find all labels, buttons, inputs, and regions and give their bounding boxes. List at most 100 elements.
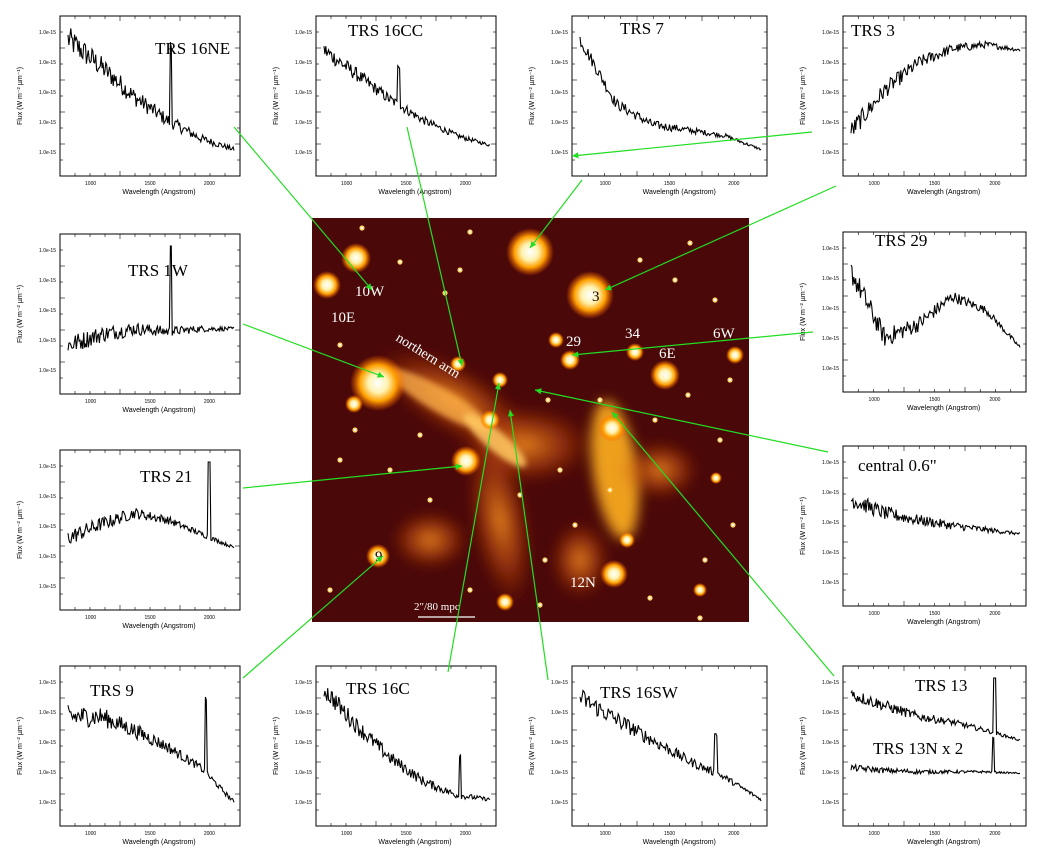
faint-star-core <box>428 498 432 502</box>
x-axis-label: Wavelength (Angstrom) <box>378 839 451 846</box>
arrowhead <box>494 383 501 390</box>
y-tick-label: 1.0e-15 <box>39 60 56 66</box>
x-tick-label: 1500 <box>929 181 940 187</box>
x-axis-label: Wavelength (Angstrom) <box>122 839 195 846</box>
panel-title-secondary: TRS 13N x 2 <box>873 739 963 758</box>
panel-title: central 0.6" <box>858 456 937 475</box>
y-tick-label: 1.0e-15 <box>822 246 839 252</box>
x-tick-label: 2000 <box>989 181 1000 187</box>
panel-title: TRS 3 <box>851 21 895 40</box>
source-label-9: 9 <box>375 549 383 565</box>
x-axis-label: Wavelength (Angstrom) <box>643 189 716 196</box>
x-tick-label: 1500 <box>400 831 411 837</box>
y-tick-label: 1.0e-15 <box>822 306 839 312</box>
arrowhead <box>507 410 514 417</box>
source-blob <box>710 472 722 484</box>
x-tick-label: 1000 <box>85 831 96 837</box>
source-blob <box>313 271 341 299</box>
x-tick-label: 1000 <box>341 181 352 187</box>
connector-line <box>509 409 549 681</box>
x-tick-label: 1000 <box>600 831 611 837</box>
y-tick-label: 1.0e-15 <box>822 276 839 282</box>
y-tick-label: 1.0e-15 <box>551 120 568 126</box>
faint-star-core <box>731 523 735 527</box>
source-label-12n: 12N <box>570 575 596 591</box>
faint-star-core <box>458 268 462 272</box>
panel-title: TRS 1W <box>128 261 189 280</box>
x-tick-label: 1500 <box>929 611 940 617</box>
y-tick-label: 1.0e-15 <box>551 800 568 806</box>
source-label-34: 34 <box>625 326 641 342</box>
spectrum-panel: 1000 1500 2000 1.0e-15 1.0e-15 1.0e-15 1.0e-15… <box>273 15 497 196</box>
spectrum-panel: 1000 1500 2000 1.0e-15 1.0e-15 1.0e-15 1.0e-15… <box>529 665 768 846</box>
y-axis-label: Flux (W m⁻² µm⁻¹) <box>17 501 24 559</box>
faint-star-core <box>338 458 342 462</box>
panel-frame <box>842 15 1027 177</box>
y-tick-label: 1.0e-15 <box>822 800 839 806</box>
y-tick-label: 1.0e-15 <box>39 770 56 776</box>
y-tick-label: 1.0e-15 <box>822 120 839 126</box>
panel-title: TRS 16SW <box>600 683 679 702</box>
arrowhead <box>612 412 619 419</box>
spectrum-line <box>850 264 1021 348</box>
spectrum-panel: 1000 1500 2000 1.0e-15 1.0e-15 1.0e-15 1.0e-15… <box>17 15 241 196</box>
connector-line <box>406 126 463 367</box>
faint-star-core <box>558 468 562 472</box>
source-blob <box>726 346 744 364</box>
faint-star-core <box>698 616 702 620</box>
spectrum-panel: 1000 1500 2000 1.0e-15 1.0e-15 1.0e-15 1.0e-15… <box>17 233 241 414</box>
x-tick-label: 1000 <box>869 181 880 187</box>
x-axis-label: Wavelength (Angstrom) <box>643 839 716 846</box>
spectrum-line <box>579 689 762 802</box>
y-tick-label: 1.0e-15 <box>295 150 312 156</box>
connector-line <box>529 179 583 249</box>
faint-star-core <box>418 433 422 437</box>
arrowhead <box>377 371 384 378</box>
source-blob <box>650 360 680 390</box>
spectrum-panel: 1000 1500 2000 1.0e-15 1.0e-15 1.0e-15 1.0e-15… <box>800 445 1027 626</box>
faint-star-core <box>573 523 577 527</box>
connector-line <box>611 411 835 677</box>
faint-star-core <box>546 398 550 402</box>
faint-star-core <box>538 603 542 607</box>
x-tick-label: 1000 <box>85 181 96 187</box>
connector-line <box>242 555 384 679</box>
faint-star-core <box>388 468 392 472</box>
connector-line <box>604 185 837 291</box>
x-tick-label: 1500 <box>144 615 155 621</box>
faint-star-core <box>648 596 652 600</box>
faint-star-core <box>653 418 657 422</box>
faint-star-core <box>353 428 357 432</box>
panel-title: TRS 7 <box>620 19 664 38</box>
faint-star-core <box>468 230 472 234</box>
faint-star-core <box>703 558 707 562</box>
y-tick-label: 1.0e-15 <box>39 584 56 590</box>
source-blob <box>366 544 390 568</box>
spectrum-panel: 1000 1500 2000 1.0e-15 1.0e-15 1.0e-15 1.0e-15… <box>529 15 768 196</box>
panel-title: TRS 29 <box>875 231 927 250</box>
x-tick-label: 1000 <box>85 399 96 405</box>
x-tick-label: 1500 <box>400 181 411 187</box>
arrowhead <box>605 284 612 291</box>
x-axis-label: Wavelength (Angstrom) <box>378 189 451 196</box>
y-tick-label: 1.0e-15 <box>551 90 568 96</box>
x-tick-label: 1000 <box>85 615 96 621</box>
panel-frame <box>59 233 241 395</box>
source-blob <box>506 228 554 276</box>
y-tick-label: 1.0e-15 <box>822 366 839 372</box>
source-label-6w: 6W <box>713 326 736 342</box>
connector-line <box>571 331 814 356</box>
x-tick-label: 1500 <box>929 397 940 403</box>
y-axis-label: Flux (W m⁻² µm⁻¹) <box>17 67 24 125</box>
y-tick-label: 1.0e-15 <box>822 680 839 686</box>
x-tick-label: 1000 <box>869 397 880 403</box>
x-tick-label: 2000 <box>204 399 215 405</box>
y-axis-label: Flux (W m⁻² µm⁻¹) <box>273 67 280 125</box>
y-axis-label: Flux (W m⁻² µm⁻¹) <box>273 717 280 775</box>
x-axis-label: Wavelength (Angstrom) <box>122 407 195 414</box>
faint-star-core <box>713 298 717 302</box>
x-tick-label: 1500 <box>664 181 675 187</box>
y-tick-label: 1.0e-15 <box>295 770 312 776</box>
